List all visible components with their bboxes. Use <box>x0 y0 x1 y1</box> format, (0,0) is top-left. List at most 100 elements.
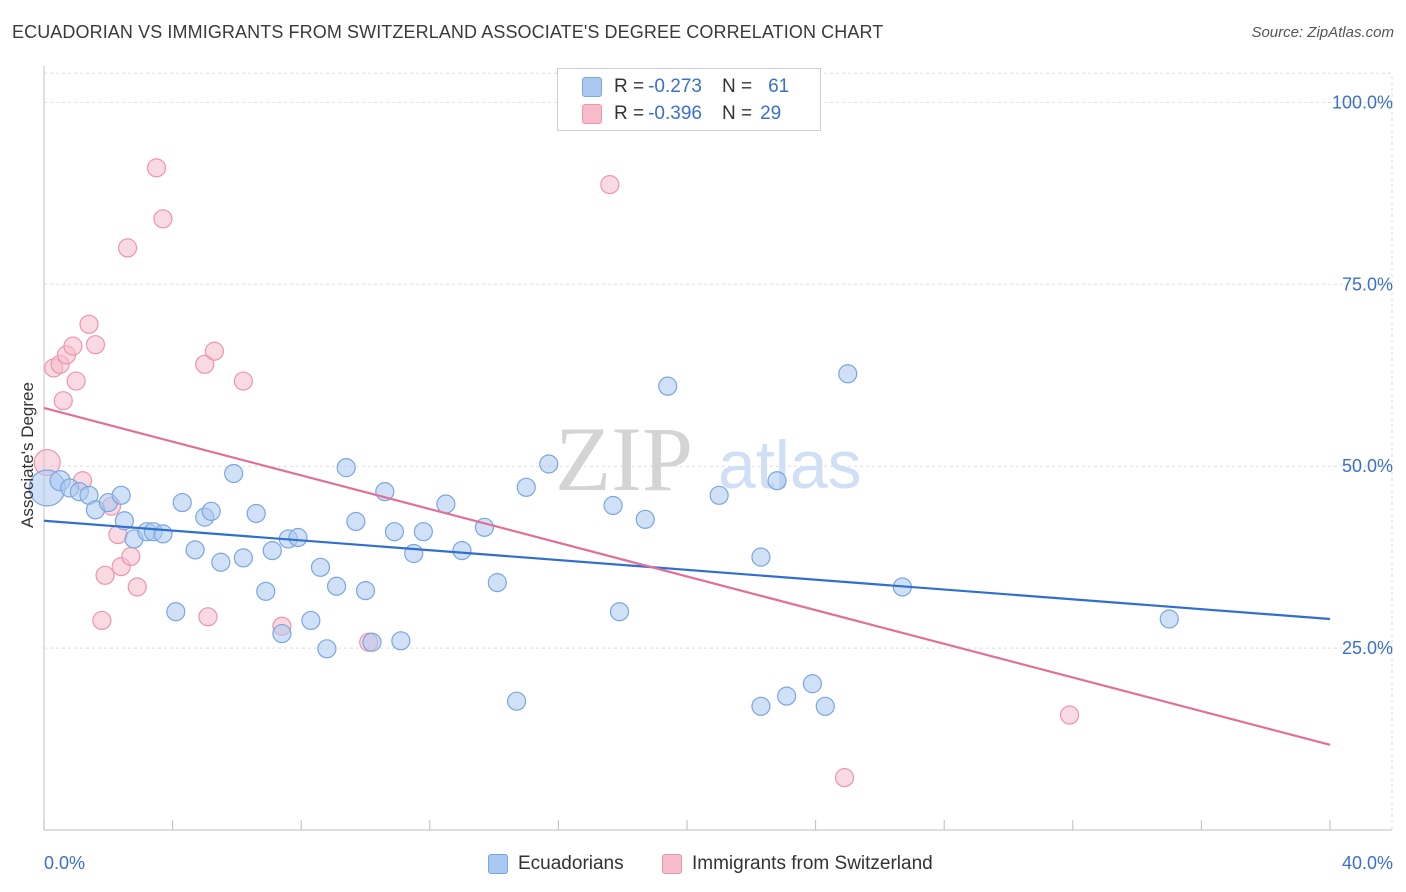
ecuadorian-point <box>272 623 292 644</box>
swiss-point <box>204 341 224 361</box>
bottom-legend-swatch-pink <box>662 854 682 874</box>
ecuadorian-point <box>487 573 507 593</box>
swiss-point <box>95 565 115 585</box>
ecuadorian-point <box>201 501 221 521</box>
chart-title: ECUADORIAN VS IMMIGRANTS FROM SWITZERLAN… <box>12 22 884 42</box>
swiss-point <box>92 610 112 631</box>
ecuadorian-point <box>452 540 472 561</box>
bottom-legend-swatch-blue <box>488 854 508 874</box>
ecuadorian-point <box>111 485 131 505</box>
ecuadorian-point <box>436 494 456 514</box>
ecuadorian-point <box>317 639 337 659</box>
legend-r-value: -0.396 <box>648 103 702 124</box>
ecuadorian-trend-line <box>43 519 1331 621</box>
ecuadorian-point <box>114 511 134 531</box>
swiss-point <box>600 175 620 195</box>
ecuadorian-point <box>767 471 787 491</box>
ecuadorian-point <box>413 522 433 542</box>
x-tick-label-max: 40.0% <box>1342 853 1393 873</box>
source-label: Source: ZipAtlas.com <box>1251 24 1394 41</box>
ecuadorian-point <box>507 691 527 711</box>
swiss-point <box>117 238 138 258</box>
ecuadorian-point <box>1159 609 1179 629</box>
ecuadorian-point <box>609 602 630 622</box>
ecuadorian-point <box>256 581 276 601</box>
bottom-legend-label-ecuadorians: Ecuadorians <box>518 853 624 874</box>
swiss-point <box>198 607 218 627</box>
swiss-point <box>127 577 147 597</box>
legend-n-label: N = <box>721 103 753 124</box>
trend-lines <box>43 406 1331 746</box>
ecuadorian-point <box>777 686 797 706</box>
ecuadorian-point <box>326 576 347 596</box>
ecuadorian-point <box>355 581 376 601</box>
swiss-point <box>121 546 141 567</box>
swiss-point <box>63 336 83 356</box>
swiss-point <box>834 768 855 788</box>
swiss-point <box>1059 705 1080 725</box>
ecuadorian-point <box>262 540 282 561</box>
ecuadorian-point <box>246 503 266 524</box>
ecuadorian-point <box>751 547 771 567</box>
ecuadorian-point <box>751 696 771 716</box>
ecuadorian-point <box>391 631 411 651</box>
legend-r-label: R = <box>614 103 645 124</box>
y-tick-label: 100.0% <box>1332 92 1393 112</box>
legend-swatch-blue <box>582 77 602 97</box>
swiss-point <box>233 371 253 391</box>
legend-row-ecuadorians: R = -0.273 N = 61 <box>582 75 789 99</box>
legend: R = -0.273 N = 61 R = -0.396 N = 29 <box>557 68 821 131</box>
ecuadorian-point <box>404 543 424 564</box>
legend-n-value: 61 <box>768 76 790 97</box>
bottom-legend-ecuadorians: Ecuadorians <box>488 851 624 877</box>
ecuadorian-point <box>362 632 382 652</box>
bottom-legend-swiss: Immigrants from Switzerland <box>662 851 933 877</box>
ecuadorian-point <box>516 477 536 497</box>
ecuadorian-point <box>635 509 655 529</box>
ecuadorian-point <box>539 454 559 474</box>
ecuadorian-point <box>310 557 331 577</box>
ecuadorian-point <box>802 674 822 694</box>
swiss-trend-line <box>43 406 1331 746</box>
ecuadorian-point <box>211 552 231 572</box>
ecuadorian-point <box>603 495 623 516</box>
ecuadorian-points <box>28 364 1179 716</box>
x-tick-label-min: 0.0% <box>44 853 85 873</box>
swiss-point <box>79 314 99 334</box>
ecuadorian-point <box>709 485 729 505</box>
ecuadorian-point <box>172 492 192 513</box>
watermark-zip: ZIP <box>555 408 693 510</box>
y-tick-label: 25.0% <box>1342 638 1393 658</box>
ecuadorian-point <box>658 376 678 396</box>
swiss-point <box>153 209 173 229</box>
ecuadorian-point <box>301 610 321 631</box>
swiss-point <box>85 335 106 355</box>
ecuadorian-point <box>838 364 858 384</box>
bottom-legend-label-swiss: Immigrants from Switzerland <box>692 853 933 874</box>
ecuadorian-point <box>384 522 405 542</box>
ecuadorian-point <box>233 548 253 568</box>
ecuadorian-point <box>153 524 173 544</box>
y-tick-label: 50.0% <box>1342 456 1393 476</box>
ecuadorian-point <box>815 696 835 716</box>
swiss-point <box>66 371 86 391</box>
ecuadorian-point <box>185 540 205 560</box>
tick-labels: 25.0% 50.0% 75.0% 100.0% 0.0% 40.0% <box>44 92 1393 873</box>
swiss-point <box>53 391 73 411</box>
legend-r-label: R = <box>614 76 645 97</box>
swiss-point <box>146 158 167 178</box>
ecuadorian-point <box>224 463 244 484</box>
watermark: ZIP atlas <box>555 408 862 510</box>
ecuadorian-point <box>288 527 308 548</box>
legend-n-label: N = <box>721 76 753 97</box>
legend-n-value: 29 <box>760 103 782 124</box>
y-axis-label: Associate's Degree <box>18 382 37 528</box>
y-tick-label: 75.0% <box>1342 274 1393 294</box>
axes <box>43 66 1392 831</box>
ecuadorian-point <box>166 602 186 622</box>
legend-swatch-pink <box>582 104 602 124</box>
legend-row-swiss: R = -0.396 N = 29 <box>582 102 781 126</box>
watermark-atlas: atlas <box>718 427 862 503</box>
swiss-point <box>195 354 215 374</box>
